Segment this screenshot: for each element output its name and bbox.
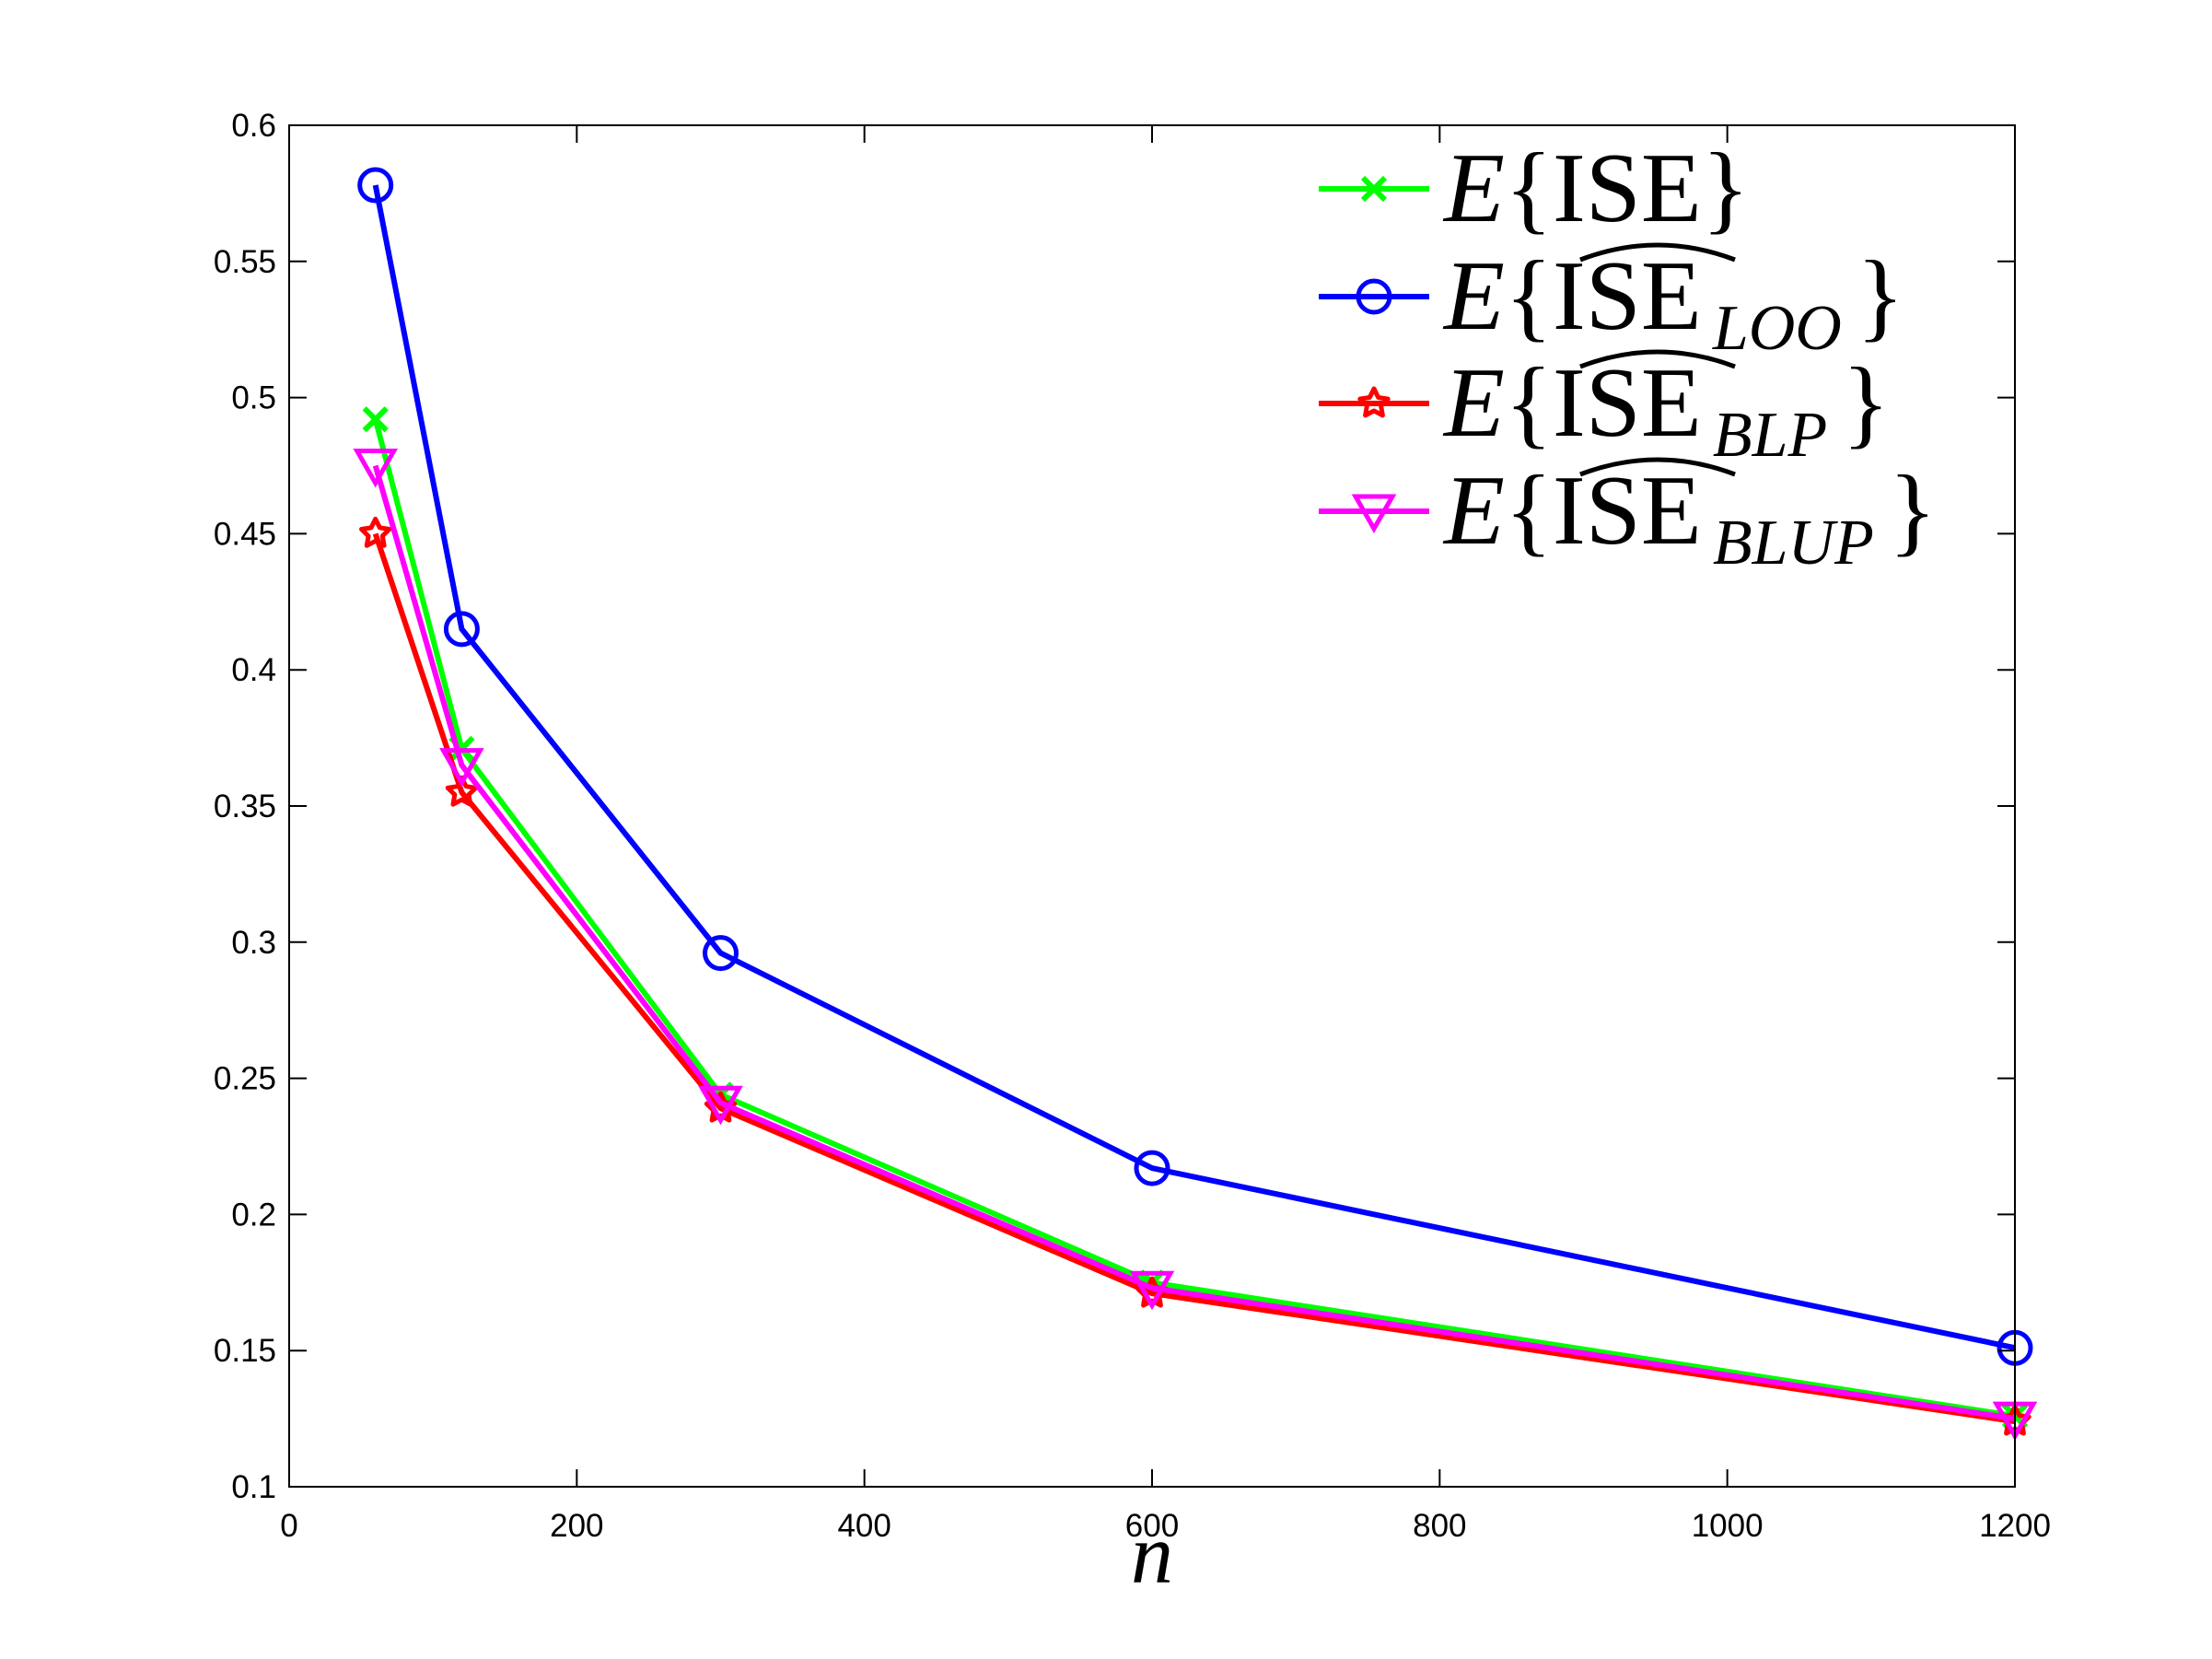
legend-e: E	[1442, 348, 1505, 458]
data-point	[357, 167, 394, 204]
plot-area	[289, 125, 2015, 1487]
legend-marker	[1351, 494, 1397, 534]
legend-marker	[1357, 386, 1391, 418]
y-tick-label: 0.3	[231, 925, 276, 961]
data-point	[359, 516, 392, 548]
x-tick-label: 200	[550, 1508, 603, 1544]
y-tick-label: 0.4	[231, 652, 276, 688]
y-tick-label: 0.15	[214, 1333, 276, 1369]
legend-subscript: LOO	[1712, 293, 1842, 364]
legend-e: E	[1442, 241, 1505, 351]
data-point	[1129, 1270, 1175, 1311]
y-tick-label: 0.55	[214, 244, 276, 280]
y-tick-label: 0.5	[231, 380, 276, 416]
x-tick-label: 1200	[1979, 1508, 2051, 1544]
y-tick-label: 0.2	[231, 1197, 276, 1233]
legend-label: E{ISE LOO}	[1442, 241, 1904, 364]
legend-label: E{ISE BLUP}	[1442, 456, 1937, 578]
legend-brace-open: {	[1505, 348, 1553, 458]
legend-entry-3: E{ISE BLP}	[1319, 348, 1890, 471]
data-point	[353, 449, 399, 488]
x-tick-label: 800	[1413, 1508, 1466, 1544]
axes: 0 200 400 600 800 1000 1200 0.1 0.15 0.2 0.25 0.3 0.…	[214, 108, 2051, 1544]
legend-subscript: BLUP	[1713, 508, 1874, 578]
legend: E{ISE}E{ISE LOO}E{ISE BLP}E{ISE BLUP}	[1319, 134, 1937, 578]
legend-main: ISE	[1553, 134, 1702, 243]
legend-main: ISE	[1553, 456, 1702, 566]
y-tick-label: 0.25	[214, 1061, 276, 1097]
x-axis-label: n	[1131, 1507, 1173, 1601]
x-tick-label: 400	[837, 1508, 891, 1544]
x-tick-label: 600	[1125, 1508, 1179, 1544]
legend-brace-close: }	[1889, 456, 1937, 566]
legend-entry-4: E{ISE BLUP}	[1319, 456, 1937, 578]
legend-hat-accent	[1579, 242, 1736, 263]
data-point	[1134, 1150, 1170, 1186]
series-line-2	[372, 184, 2016, 1351]
data-point	[698, 1085, 743, 1126]
legend-brace-open: {	[1505, 241, 1553, 351]
legend-label: E{ISE}	[1442, 134, 1750, 243]
legend-hat-accent	[1579, 349, 1736, 369]
legend-label: E{ISE BLP}	[1442, 348, 1890, 471]
legend-brace-close: }	[1842, 348, 1890, 458]
series-4	[353, 449, 2038, 1442]
legend-brace-open: {	[1505, 134, 1553, 243]
data-point	[703, 935, 739, 972]
legend-brace-open: {	[1505, 456, 1553, 566]
data-point	[439, 748, 484, 788]
x-tick-label: 0	[280, 1508, 297, 1544]
data-point	[362, 406, 389, 433]
legend-brace-close: }	[1857, 241, 1904, 351]
legend-main: ISE	[1553, 241, 1702, 351]
data-point	[445, 775, 479, 807]
y-tick-label: 0.1	[231, 1469, 276, 1505]
legend-marker	[1360, 175, 1388, 203]
y-tick-label: 0.35	[214, 789, 276, 824]
y-tick-label: 0.6	[231, 108, 276, 144]
data-point	[443, 611, 480, 648]
legend-entry-1: E{ISE}	[1319, 134, 1750, 243]
legend-main: ISE	[1553, 348, 1702, 458]
series-line-4	[372, 464, 2016, 1422]
legend-e: E	[1442, 456, 1505, 566]
legend-marker	[1356, 278, 1392, 315]
y-tick-label: 0.45	[214, 516, 276, 552]
legend-subscript: BLP	[1713, 400, 1827, 471]
legend-brace-close: }	[1702, 134, 1750, 243]
legend-e: E	[1442, 134, 1505, 243]
plot-background	[289, 125, 2015, 1487]
legend-entry-2: E{ISE LOO}	[1319, 241, 1904, 364]
series-line-3	[372, 532, 2016, 1425]
x-tick-label: 1000	[1692, 1508, 1764, 1544]
legend-hat-accent	[1579, 457, 1736, 477]
